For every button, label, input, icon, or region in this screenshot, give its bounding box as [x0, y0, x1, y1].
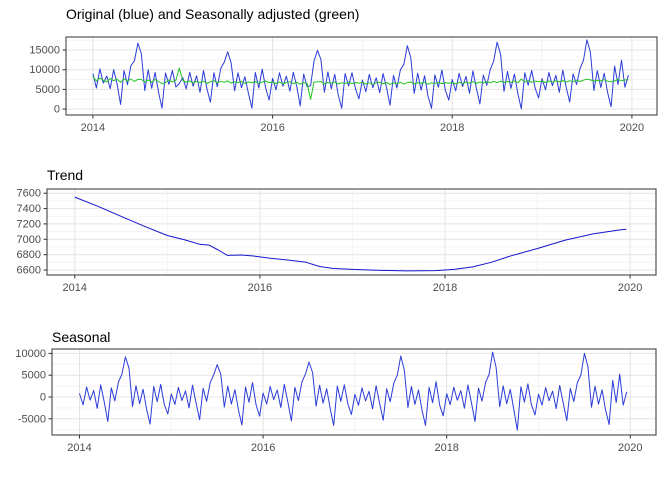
svg-text:2018: 2018 [434, 442, 458, 454]
svg-text:10000: 10000 [29, 64, 60, 76]
trend-chart-title: Trend [47, 167, 84, 183]
chart-block-original-adjusted: 2014 2016 2018 2020 0 5000 10000 15000 Original… [0, 0, 672, 160]
svg-text:2016: 2016 [260, 122, 284, 134]
svg-text:2016: 2016 [248, 282, 272, 294]
original-adjusted-chart-title: Original (blue) and Seasonally adjusted … [66, 6, 360, 22]
svg-text:0: 0 [40, 392, 46, 404]
svg-text:2014: 2014 [81, 122, 105, 134]
svg-text:7000: 7000 [17, 234, 41, 246]
svg-text:2014: 2014 [67, 442, 91, 454]
svg-text:5000: 5000 [22, 370, 46, 382]
original-adjusted-chart-canvas: 2014 2016 2018 2020 0 5000 10000 15000 [29, 36, 658, 134]
svg-text:7200: 7200 [17, 218, 41, 230]
seasonal-chart-canvas: 2014 2016 2018 2020 -5000 0 5000 10000 [15, 348, 657, 454]
svg-text:7600: 7600 [17, 188, 41, 200]
seasonal-chart-title: Seasonal [52, 329, 111, 345]
svg-text:0: 0 [54, 104, 60, 116]
svg-text:10000: 10000 [15, 348, 46, 360]
svg-text:15000: 15000 [29, 45, 60, 57]
svg-text:2016: 2016 [251, 442, 275, 454]
svg-text:2020: 2020 [618, 442, 642, 454]
svg-text:7400: 7400 [17, 203, 41, 215]
svg-text:-5000: -5000 [18, 413, 46, 425]
trend-chart-canvas: 2014 2016 2018 2020 6600 6800 7000 7200 7400 7600 [17, 188, 657, 294]
svg-text:2018: 2018 [440, 122, 464, 134]
svg-text:5000: 5000 [36, 84, 60, 96]
svg-text:2020: 2020 [620, 122, 644, 134]
chart-block-seasonal: 2014 2016 2018 2020 -5000 0 5000 10000 Seasonal [0, 320, 672, 480]
chart-block-trend: 2014 2016 2018 2020 6600 6800 7000 7200 7400 7600… [0, 160, 672, 320]
svg-text:6800: 6800 [17, 249, 41, 261]
svg-text:2020: 2020 [618, 282, 642, 294]
svg-text:2018: 2018 [433, 282, 457, 294]
svg-text:2014: 2014 [63, 282, 87, 294]
svg-text:6600: 6600 [17, 265, 41, 277]
